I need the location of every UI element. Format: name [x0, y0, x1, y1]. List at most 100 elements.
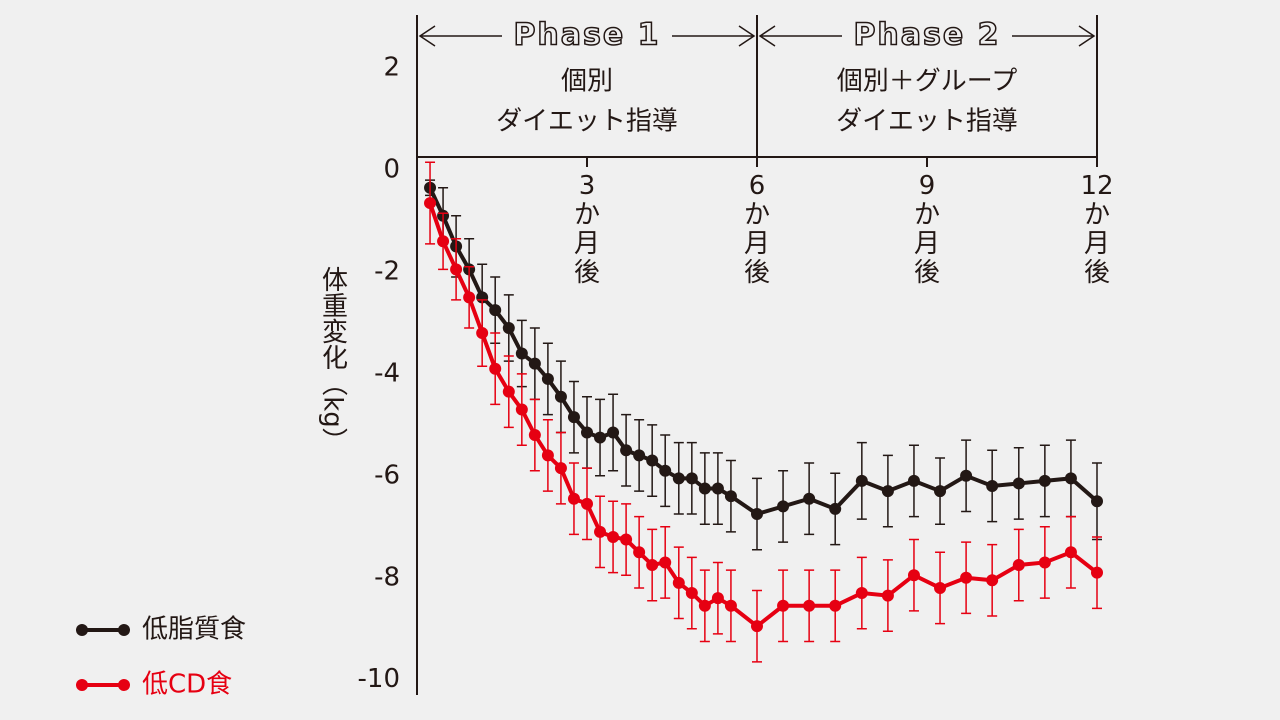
data-point: [698, 599, 711, 612]
x-tick-label: 12 か月後: [1080, 171, 1113, 288]
data-point: [646, 454, 659, 467]
data-point: [1091, 495, 1103, 508]
data-point: [541, 372, 554, 385]
data-point: [424, 197, 437, 210]
data-point: [724, 599, 737, 612]
data-point: [777, 500, 790, 513]
data-point: [554, 462, 567, 475]
data-point: [633, 449, 646, 462]
phase-description: ダイエット指導: [496, 107, 678, 137]
data-point: [581, 497, 593, 510]
data-point: [907, 569, 920, 582]
y-tick-label: -2: [374, 256, 400, 286]
data-point: [711, 592, 724, 605]
phase-description: 個別: [561, 67, 613, 97]
phase-name: Phase 2: [853, 18, 1000, 53]
data-point: [907, 474, 920, 487]
data-point: [528, 357, 541, 370]
data-point: [1091, 566, 1103, 579]
legend-dot: [118, 624, 130, 636]
phase-arrow: [1012, 25, 1096, 47]
data-point: [829, 599, 842, 612]
data-point: [476, 327, 489, 340]
y-tick-label: -10: [358, 664, 400, 694]
data-point: [450, 263, 463, 276]
x-tick-label: 3 か月後: [574, 171, 600, 288]
legend-dot: [118, 679, 130, 691]
phase-arrow: [672, 25, 756, 47]
data-point: [1012, 477, 1025, 490]
y-tick-label: 0: [383, 154, 400, 184]
legend-dot: [76, 624, 88, 636]
data-point: [829, 502, 842, 515]
data-point: [567, 411, 580, 424]
data-point: [855, 587, 868, 600]
data-point: [541, 449, 554, 462]
data-point: [672, 472, 685, 485]
data-point: [672, 576, 685, 589]
phase-description: ダイエット指導: [836, 107, 1018, 137]
data-point: [803, 492, 816, 505]
data-point: [594, 431, 607, 444]
data-point: [881, 589, 894, 602]
data-point: [1012, 559, 1025, 572]
data-point: [1064, 472, 1077, 485]
data-point: [777, 599, 790, 612]
phase-description: 個別＋グループ: [837, 67, 1017, 97]
data-point: [489, 304, 502, 317]
data-point: [751, 620, 763, 633]
data-point: [489, 362, 502, 375]
data-point: [803, 599, 816, 612]
data-point: [685, 472, 698, 485]
data-point: [633, 546, 646, 559]
x-tick-label: 6 か月後: [744, 171, 770, 288]
data-point: [502, 385, 515, 398]
data-point: [986, 479, 999, 492]
data-point: [594, 525, 607, 538]
y-tick-label: -6: [374, 460, 400, 490]
data-point: [659, 464, 672, 477]
y-tick-label: -4: [374, 358, 400, 388]
data-point: [607, 530, 620, 543]
data-point: [581, 426, 593, 439]
data-point: [620, 533, 633, 546]
legend-dot: [76, 679, 88, 691]
data-point: [528, 429, 541, 442]
data-point: [855, 474, 868, 487]
data-point: [607, 426, 620, 439]
data-point: [554, 390, 567, 403]
data-point: [1038, 474, 1051, 487]
data-point: [567, 492, 580, 505]
data-point: [437, 235, 450, 248]
y-tick-label: 2: [383, 52, 400, 82]
legend-label: 低CD食: [142, 670, 232, 700]
data-point: [934, 581, 947, 594]
data-point: [934, 485, 947, 498]
phase-arrow: [758, 25, 842, 47]
data-point: [515, 347, 528, 360]
phase-arrow: [418, 25, 502, 47]
data-point: [711, 482, 724, 495]
data-point: [620, 444, 633, 457]
data-point: [698, 482, 711, 495]
data-point: [659, 556, 672, 569]
data-point: [502, 321, 515, 334]
phase-name: Phase 1: [513, 18, 660, 53]
data-point: [646, 559, 659, 572]
data-point: [685, 587, 698, 600]
y-tick-label: -8: [374, 562, 400, 592]
data-point: [986, 574, 999, 587]
data-point: [1038, 556, 1051, 569]
legend-label: 低脂質食: [142, 615, 246, 645]
y-axis-label: 体重変化（kg）: [318, 266, 348, 454]
x-tick-label: 9 か月後: [914, 171, 940, 288]
data-point: [960, 469, 973, 482]
data-point: [960, 571, 973, 584]
data-point: [515, 403, 528, 416]
data-point: [1064, 546, 1077, 559]
data-point: [724, 490, 737, 503]
data-point: [463, 291, 476, 304]
data-point: [751, 508, 763, 521]
data-point: [881, 485, 894, 498]
